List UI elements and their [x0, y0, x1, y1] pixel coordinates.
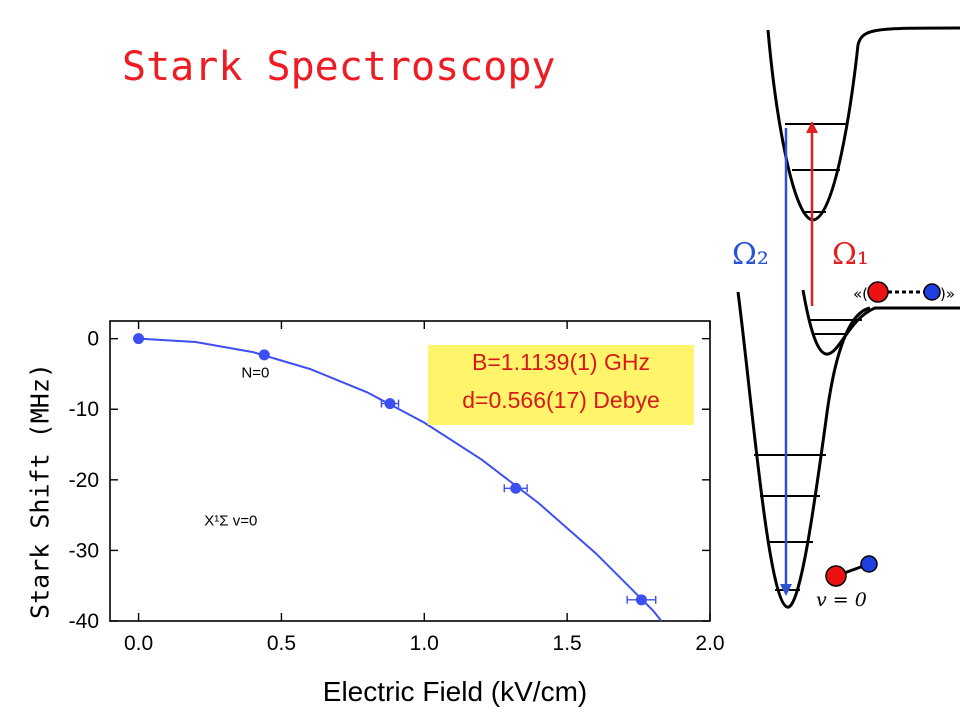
fit-rotational-constant: B=1.1139(1) GHz: [472, 349, 650, 375]
feshbach-potential-curve: [801, 289, 960, 356]
fit-curve: [138, 337, 663, 622]
data-point-3: [510, 482, 522, 494]
x-tick-label-1: 0.5: [267, 632, 296, 655]
x-tick-label-4: 2.0: [695, 632, 724, 655]
fit-parameters-box: B=1.1139(1) GHz d=0.566(17) Debye: [428, 345, 694, 425]
v0-label: v = 0: [816, 589, 867, 611]
x-axis-label: Electric Field (kV/cm): [322, 676, 588, 707]
ground-potential-curve: [736, 291, 871, 609]
excited-potential-curve: [766, 26, 960, 222]
omega1-label: Ω₁: [832, 237, 869, 272]
data-point-4: [635, 594, 647, 606]
omega2-arrowhead: [780, 584, 792, 596]
annotation-0: N=0: [241, 364, 269, 381]
data-point-2: [384, 398, 396, 410]
slide-title: Stark Spectroscopy: [122, 44, 556, 90]
x-tick-label-0: 0.0: [124, 632, 153, 655]
y-tick-label-4: -40: [69, 610, 99, 633]
fit-dipole-moment: d=0.566(17) Debye: [462, 387, 660, 413]
molecule-blue-atom-icon: [860, 555, 878, 573]
omega2-label: Ω₂: [732, 237, 769, 272]
y-tick-label-3: -30: [69, 539, 99, 562]
data-point-0: [133, 333, 145, 345]
y-tick-label-2: -20: [69, 469, 99, 492]
annotation-1: X¹Σ v=0: [204, 513, 257, 530]
x-tick-label-2: 1.0: [410, 632, 439, 655]
red-atom-icon: [867, 281, 889, 303]
omega1-arrowhead: [806, 121, 818, 133]
right-motion-marks: )»: [940, 285, 955, 303]
blue-atom-icon: [923, 283, 941, 301]
y-tick-label-1: -10: [69, 398, 99, 421]
molecule-red-atom-icon: [825, 565, 847, 587]
left-motion-marks: «(: [853, 285, 868, 303]
y-tick-label-0: 0: [87, 328, 99, 351]
x-tick-label-3: 1.5: [553, 632, 582, 655]
data-point-1: [258, 349, 270, 361]
plot-frame: [109, 320, 711, 622]
